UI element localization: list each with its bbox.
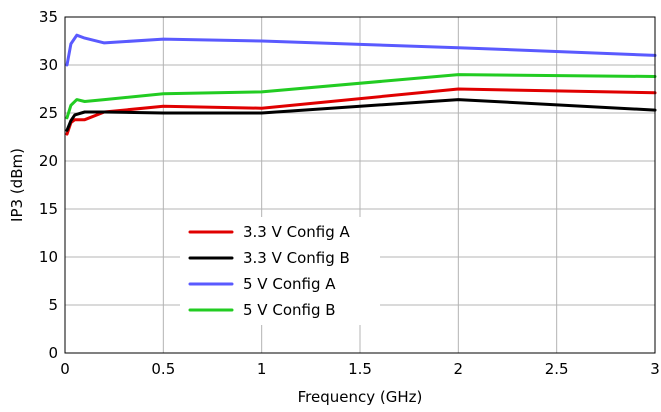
x-tick-label-3: 1.5 xyxy=(348,360,372,378)
series-line-3 xyxy=(65,73,657,120)
y-tick-label-1: 5 xyxy=(48,296,58,314)
y-tick-label-2: 10 xyxy=(39,248,58,266)
y-axis-title: IP3 (dBm) xyxy=(8,148,26,222)
x-tick-label-4: 2 xyxy=(454,360,464,378)
series-line-2 xyxy=(65,33,657,67)
legend-background xyxy=(180,217,380,325)
legend: 3.3 V Config A 3.3 V Config B 5 V Config… xyxy=(180,217,380,325)
legend-entry-3v3-config-b: 3.3 V Config B xyxy=(243,249,350,267)
x-tick-label-5: 2.5 xyxy=(545,360,569,378)
x-axis-title: Frequency (GHz) xyxy=(298,388,423,406)
y-tick-label-0: 0 xyxy=(48,344,58,362)
x-tick-label-6: 3 xyxy=(650,360,660,378)
series-line-1 xyxy=(65,98,657,132)
y-tick-label-6: 30 xyxy=(39,56,58,74)
y-tick-label-3: 15 xyxy=(39,200,58,218)
x-tick-label-1: 0.5 xyxy=(151,360,175,378)
x-tick-label-0: 0 xyxy=(60,360,70,378)
y-tick-label-7: 35 xyxy=(39,8,58,26)
legend-entry-5v-config-a: 5 V Config A xyxy=(243,275,336,293)
legend-entry-5v-config-b: 5 V Config B xyxy=(243,301,336,319)
legend-entry-3v3-config-a: 3.3 V Config A xyxy=(243,223,351,241)
x-tick-label-2: 1 xyxy=(257,360,267,378)
y-tick-label-4: 20 xyxy=(39,152,58,170)
plot-frame xyxy=(64,16,656,354)
series-lines xyxy=(65,33,657,136)
y-tick-label-5: 25 xyxy=(39,104,58,122)
